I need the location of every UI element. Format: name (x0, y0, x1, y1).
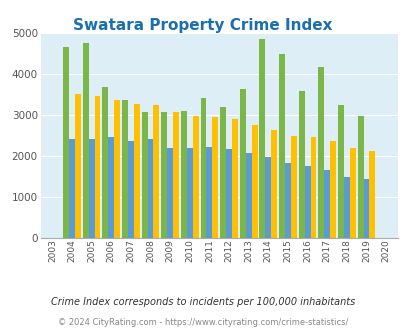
Bar (284, 163, 290, 238)
Bar (147, 139, 153, 238)
Bar (349, 148, 355, 238)
Bar (75, 94, 81, 238)
Bar (369, 151, 374, 238)
Bar (186, 148, 192, 238)
Bar (278, 54, 284, 238)
Bar (88, 139, 94, 238)
Bar (114, 100, 120, 238)
Bar (239, 89, 245, 238)
Bar (251, 125, 257, 238)
Bar (63, 47, 69, 238)
Bar (304, 166, 310, 238)
Bar (83, 43, 88, 238)
Bar (337, 105, 343, 238)
Bar (298, 91, 304, 238)
Bar (318, 67, 324, 238)
Bar (231, 119, 237, 238)
Bar (94, 96, 100, 238)
Bar (161, 113, 167, 238)
Bar (290, 136, 296, 238)
Bar (153, 105, 159, 238)
Bar (122, 100, 128, 238)
Bar (259, 39, 265, 238)
Bar (181, 111, 186, 238)
Bar (200, 98, 206, 238)
Bar (343, 177, 349, 238)
Bar (310, 137, 315, 238)
Bar (212, 117, 218, 238)
Bar (271, 130, 277, 238)
Text: © 2024 CityRating.com - https://www.cityrating.com/crime-statistics/: © 2024 CityRating.com - https://www.city… (58, 318, 347, 327)
Bar (108, 137, 114, 238)
Bar (141, 113, 147, 238)
Bar (128, 142, 134, 238)
Bar (173, 113, 179, 238)
Bar (167, 148, 173, 238)
Bar (134, 104, 139, 238)
Bar (357, 115, 362, 238)
Bar (329, 141, 335, 238)
Bar (102, 87, 108, 238)
Bar (226, 149, 231, 238)
Bar (265, 157, 271, 238)
Bar (192, 116, 198, 238)
Bar (245, 153, 251, 238)
Text: Swatara Property Crime Index: Swatara Property Crime Index (73, 18, 332, 33)
Bar (324, 170, 329, 238)
Bar (206, 147, 212, 238)
Bar (69, 139, 75, 238)
Bar (220, 107, 226, 238)
Text: Crime Index corresponds to incidents per 100,000 inhabitants: Crime Index corresponds to incidents per… (51, 297, 354, 307)
Bar (362, 180, 369, 238)
